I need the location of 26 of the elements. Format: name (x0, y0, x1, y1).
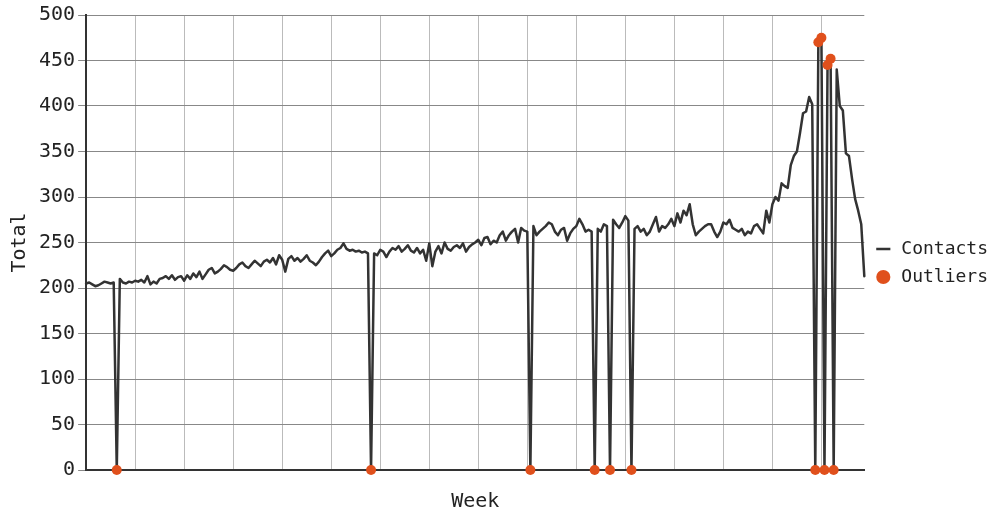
point (626, 465, 637, 475)
point (111, 465, 122, 475)
x-axis-title: Week (451, 488, 500, 513)
y-tick-label: 150 (39, 319, 76, 344)
y-tick-label: 50 (51, 410, 76, 435)
y-tick-label: 300 (39, 183, 76, 208)
legend-label: Outliers (901, 264, 989, 286)
y-tick-label: 450 (39, 46, 76, 71)
point (828, 465, 839, 475)
point (819, 465, 830, 475)
point (605, 465, 616, 475)
point (825, 53, 836, 64)
y-tick-label: 500 (39, 1, 76, 26)
point (816, 32, 827, 43)
point (366, 465, 377, 475)
point (810, 465, 821, 475)
point (589, 465, 600, 475)
y-axis-title: Total (6, 212, 31, 273)
y-tick-label: 350 (39, 137, 76, 162)
y-tick-label: 0 (63, 456, 76, 481)
y-tick-label: 100 (39, 365, 76, 390)
y-tick-label: 250 (39, 228, 76, 253)
y-tick-label: 200 (39, 274, 76, 299)
y-tick-label: 400 (39, 92, 76, 117)
point (525, 465, 536, 475)
legend-label: Contacts (901, 236, 989, 258)
